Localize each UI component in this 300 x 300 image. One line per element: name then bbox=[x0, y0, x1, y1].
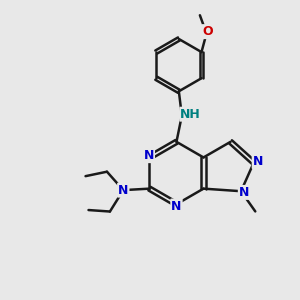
Text: O: O bbox=[202, 25, 213, 38]
Text: NH: NH bbox=[180, 108, 201, 121]
Text: N: N bbox=[239, 186, 249, 199]
Text: N: N bbox=[171, 200, 182, 212]
Text: N: N bbox=[253, 155, 263, 168]
Text: N: N bbox=[144, 149, 154, 162]
Text: N: N bbox=[118, 184, 128, 196]
